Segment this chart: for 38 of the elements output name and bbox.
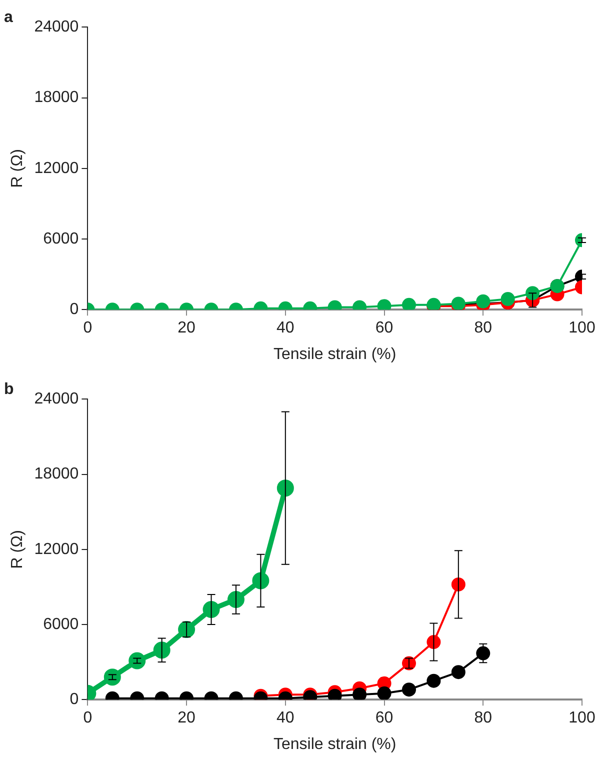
x-tick-label: 20 — [178, 320, 196, 337]
x-tick-label: 20 — [178, 710, 196, 727]
x-tick-label: 100 — [568, 320, 596, 337]
y-tick-label: 18000 — [34, 89, 79, 106]
x-tick-label: 40 — [276, 320, 294, 337]
y-axis-title: R (Ω) — [9, 530, 26, 569]
y-tick-label: 6000 — [43, 230, 79, 248]
x-tick-label: 80 — [474, 710, 492, 727]
point — [402, 682, 416, 697]
y-tick-label: 12000 — [34, 160, 79, 177]
point — [128, 652, 146, 670]
y-tick-label: 24000 — [34, 18, 79, 36]
x-tick-label: 0 — [83, 320, 92, 337]
x-tick-label: 0 — [83, 710, 92, 727]
y-tick-label: 24000 — [34, 390, 79, 408]
point — [451, 665, 466, 680]
y-tick-label: 18000 — [34, 466, 79, 483]
point — [426, 674, 441, 688]
y-tick-label: 0 — [70, 691, 79, 708]
x-tick-label: 80 — [474, 320, 492, 337]
y-axis-title: R (Ω) — [9, 149, 26, 188]
point — [377, 686, 392, 700]
y-tick-label: 6000 — [43, 616, 79, 633]
y-tick-label: 0 — [70, 301, 79, 318]
chart-title: a — [4, 9, 13, 26]
chart-title: b — [4, 381, 14, 398]
x-tick-label: 40 — [276, 710, 294, 727]
x-tick-label: 60 — [375, 320, 394, 337]
x-tick-label: 60 — [375, 710, 394, 727]
point — [476, 646, 490, 660]
point — [328, 688, 342, 700]
x-axis-title: Tensile strain (%) — [273, 736, 396, 753]
point — [402, 656, 416, 670]
point — [104, 668, 121, 686]
y-tick-label: 12000 — [34, 540, 79, 558]
x-axis-title: Tensile strain (%) — [273, 346, 396, 363]
x-tick-label: 100 — [568, 710, 596, 727]
point — [352, 688, 367, 700]
